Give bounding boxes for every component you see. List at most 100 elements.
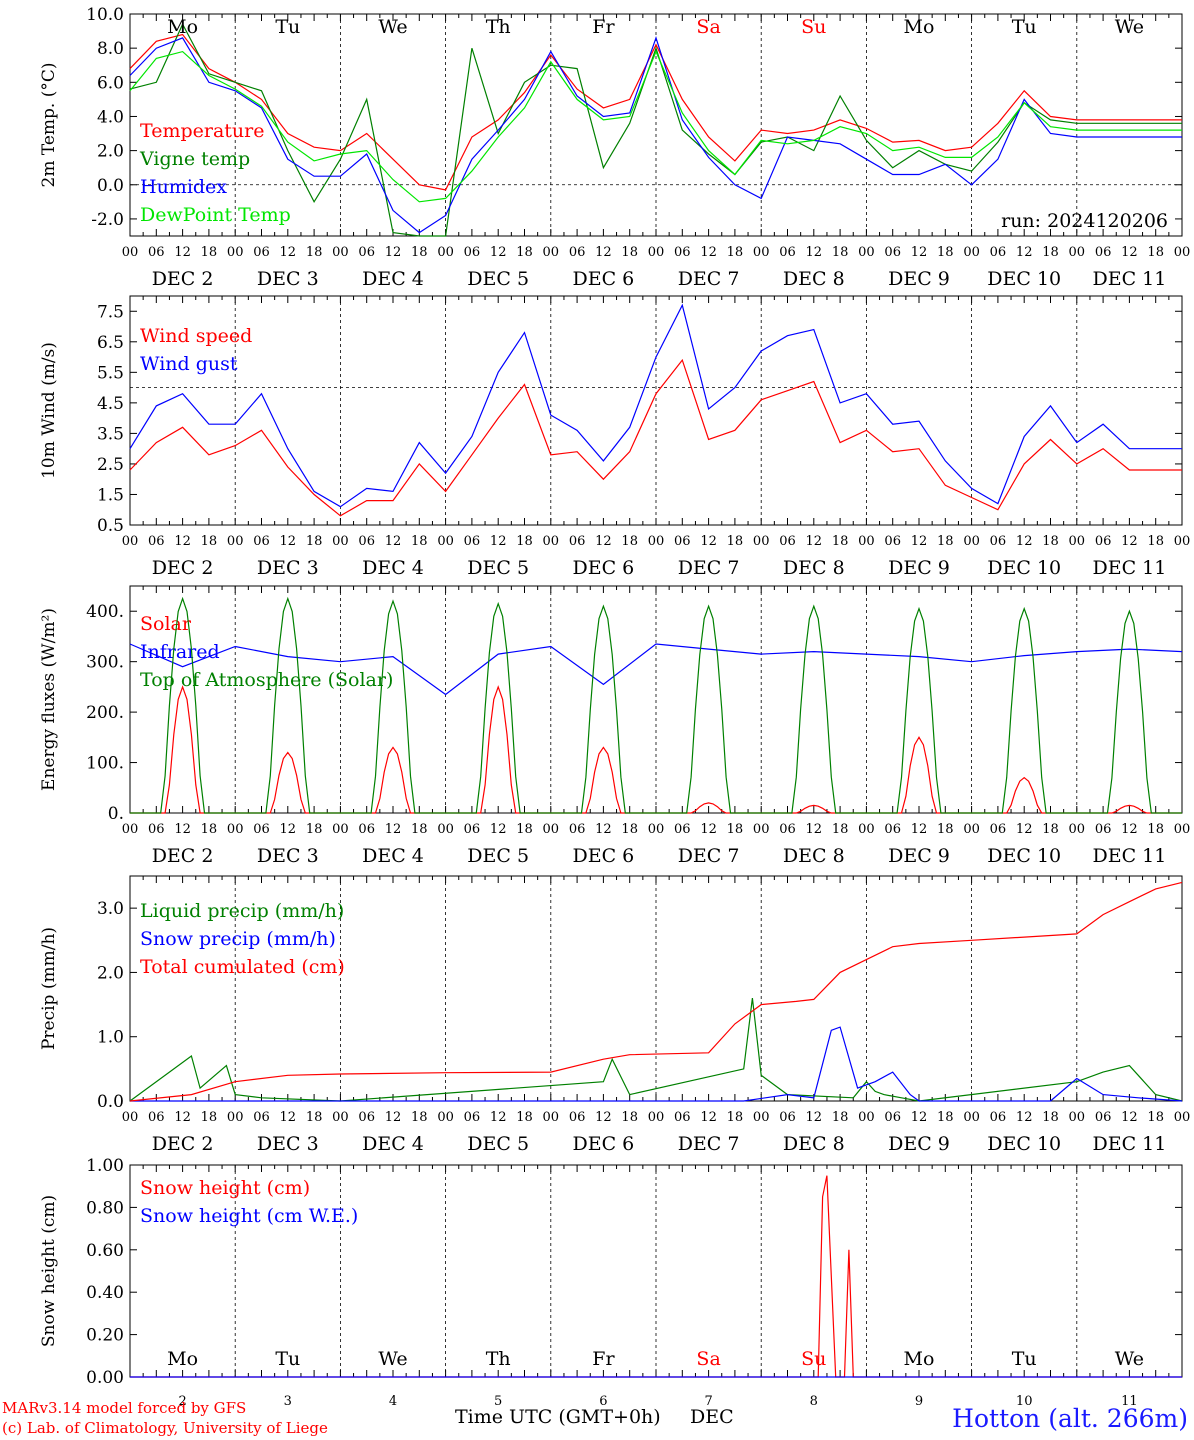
hour-tick-label: 12 xyxy=(806,534,823,549)
legend-entry: Snow precip (mm/h) xyxy=(140,928,336,950)
hour-tick-label: 06 xyxy=(148,822,165,837)
day-number-label: 4 xyxy=(389,1394,397,1409)
y-tick-label: 0.80 xyxy=(86,1198,124,1218)
hour-tick-label: 18 xyxy=(832,534,849,549)
hour-tick-label: 12 xyxy=(700,1110,717,1125)
hour-tick-label: 06 xyxy=(884,245,901,260)
hour-tick-label: 00 xyxy=(1174,822,1191,837)
date-label: DEC 10 xyxy=(987,1133,1061,1155)
hour-tick-label: 12 xyxy=(490,534,507,549)
hour-tick-label: 06 xyxy=(464,822,481,837)
hour-tick-label: 06 xyxy=(253,1110,270,1125)
hour-tick-label: 12 xyxy=(1121,822,1138,837)
weekday-label: Tu xyxy=(275,1348,300,1370)
hour-tick-label: 00 xyxy=(122,534,139,549)
y-axis-title: Energy fluxes (W/m²) xyxy=(39,608,59,791)
y-axis-title: Precip (mm/h) xyxy=(39,927,59,1050)
run-annotation: run: 2024120206 xyxy=(1001,210,1168,232)
date-label: DEC 3 xyxy=(257,557,319,579)
hour-tick-label: 00 xyxy=(1069,1110,1086,1125)
hour-tick-label: 00 xyxy=(1174,1110,1191,1125)
y-tick-label: 0.5 xyxy=(97,516,124,536)
series-line-infrared xyxy=(129,643,1183,696)
hour-tick-label: 00 xyxy=(437,822,454,837)
day-number-label: 6 xyxy=(599,1394,607,1409)
y-tick-label: 100. xyxy=(86,754,124,774)
hour-tick-label: 18 xyxy=(1042,1110,1059,1125)
hour-tick-label: 18 xyxy=(937,534,954,549)
y-tick-label: 1.5 xyxy=(97,485,124,505)
hour-tick-label: 18 xyxy=(727,534,744,549)
x-axis-title: Time UTC (GMT+0h) xyxy=(455,1406,661,1428)
hour-tick-label: 06 xyxy=(779,245,796,260)
hour-tick-label: 18 xyxy=(1147,822,1164,837)
lab-credit: (c) Lab. of Climatology, University of L… xyxy=(2,1419,328,1437)
date-label: DEC 11 xyxy=(1092,1133,1166,1155)
y-axis-title: 10m Wind (m/s) xyxy=(39,342,59,479)
hour-tick-label: 18 xyxy=(832,822,849,837)
hour-tick-label: 18 xyxy=(621,1110,638,1125)
hour-tick-label: 06 xyxy=(464,1110,481,1125)
date-label: DEC 8 xyxy=(783,845,845,867)
series-line-wind-speed xyxy=(129,358,1182,517)
legend-entry: Top of Atmosphere (Solar) xyxy=(140,669,393,691)
hour-tick-label: 06 xyxy=(464,534,481,549)
date-label: DEC 4 xyxy=(362,268,424,290)
hour-tick-label: 00 xyxy=(963,1110,980,1125)
hour-tick-label: 12 xyxy=(911,822,928,837)
hour-tick-label: 12 xyxy=(280,245,297,260)
hour-tick-label: 00 xyxy=(122,822,139,837)
hour-tick-label: 00 xyxy=(227,534,244,549)
hour-tick-label: 00 xyxy=(963,534,980,549)
hour-tick-label: 18 xyxy=(306,1110,323,1125)
hour-tick-label: 06 xyxy=(569,1110,586,1125)
hour-tick-label: 18 xyxy=(411,534,428,549)
hour-tick-label: 12 xyxy=(280,1110,297,1125)
date-label: DEC 5 xyxy=(467,1133,529,1155)
hour-tick-label: 18 xyxy=(621,245,638,260)
hour-tick-label: 12 xyxy=(174,1110,191,1125)
date-label: DEC 6 xyxy=(573,268,635,290)
date-label: DEC 7 xyxy=(678,1133,740,1155)
hour-tick-label: 06 xyxy=(148,1110,165,1125)
panel-4: 0.0 1.0 2.0 3.0 Precip (mm/h) Liquid precip (… xyxy=(39,875,1191,1155)
hour-tick-label: 06 xyxy=(148,245,165,260)
date-label: DEC 7 xyxy=(678,845,740,867)
hour-tick-label: 12 xyxy=(385,245,402,260)
hour-tick-label: 18 xyxy=(937,822,954,837)
legend-entry: Wind gust xyxy=(140,353,238,375)
hour-tick-label: 00 xyxy=(753,245,770,260)
date-label: DEC 2 xyxy=(152,557,214,579)
hour-tick-label: 06 xyxy=(569,245,586,260)
hour-tick-label: 12 xyxy=(806,245,823,260)
weekday-label: Tu xyxy=(1012,1348,1037,1370)
hour-tick-label: 06 xyxy=(1095,822,1112,837)
hour-tick-label: 18 xyxy=(306,245,323,260)
legend-entry: Vigne temp xyxy=(139,148,250,170)
hour-tick-label: 00 xyxy=(1174,245,1191,260)
hour-tick-label: 06 xyxy=(884,1110,901,1125)
y-tick-label: 2.5 xyxy=(97,455,124,475)
hour-tick-label: 12 xyxy=(1016,822,1033,837)
weekday-label: We xyxy=(1115,1348,1144,1370)
hour-tick-label: 18 xyxy=(411,822,428,837)
hour-tick-label: 00 xyxy=(648,245,665,260)
hour-tick-label: 18 xyxy=(727,1110,744,1125)
series-line-wind-gust xyxy=(129,303,1182,508)
date-label: DEC 9 xyxy=(888,845,950,867)
y-tick-label: 6.0 xyxy=(97,73,124,93)
legend-entry: Temperature xyxy=(140,120,264,142)
hour-tick-label: 12 xyxy=(385,1110,402,1125)
weekday-label: Su xyxy=(801,16,826,38)
hour-tick-label: 00 xyxy=(1069,534,1086,549)
y-tick-label: 0.0 xyxy=(97,1092,124,1112)
hour-tick-label: 00 xyxy=(227,1110,244,1125)
hour-tick-label: 00 xyxy=(332,1110,349,1125)
hour-tick-label: 06 xyxy=(148,534,165,549)
hour-tick-label: 18 xyxy=(516,1110,533,1125)
y-tick-label: 0.60 xyxy=(86,1241,124,1261)
date-label: DEC 6 xyxy=(573,845,635,867)
hour-tick-label: 12 xyxy=(280,534,297,549)
weekday-label: Mo xyxy=(167,16,198,38)
hour-tick-label: 18 xyxy=(1147,534,1164,549)
